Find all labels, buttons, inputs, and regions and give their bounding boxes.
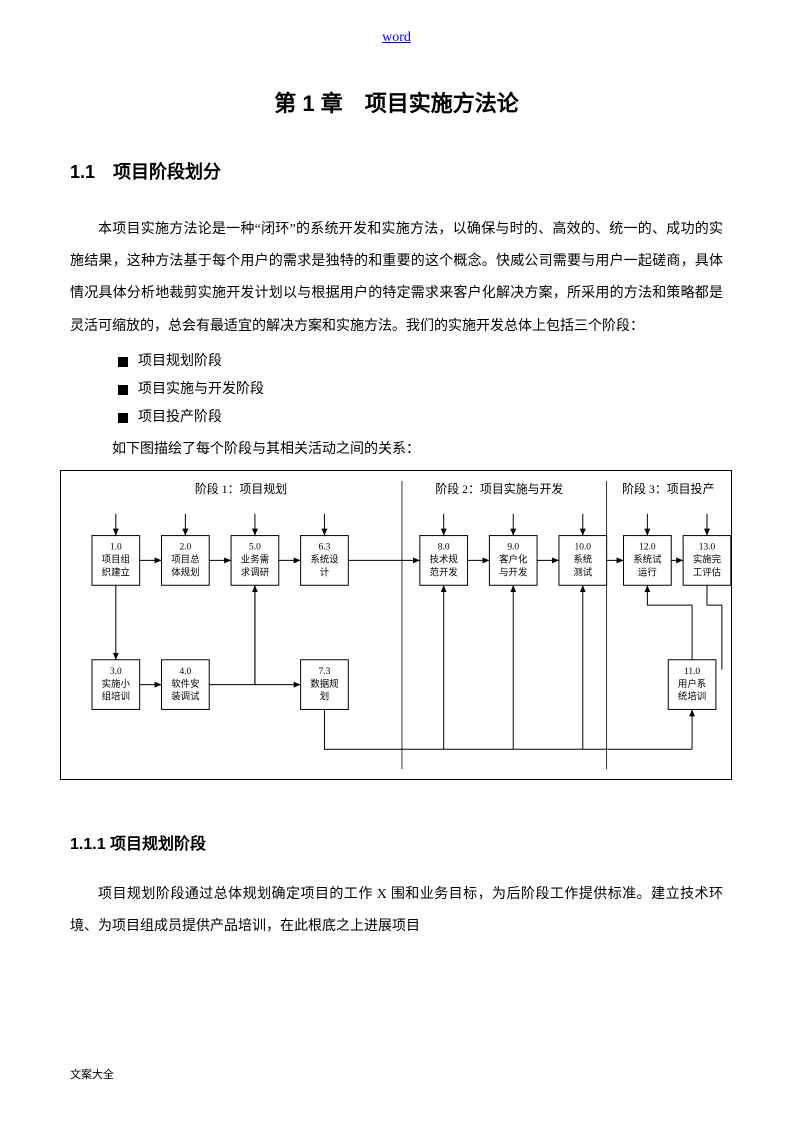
svg-text:11.0: 11.0 bbox=[684, 667, 700, 677]
bullet-item-3: 项目投产阶段 bbox=[118, 404, 723, 432]
chapter-title: 第 1 章 项目实施方法论 bbox=[70, 86, 723, 118]
svg-text:实施小: 实施小 bbox=[102, 678, 131, 690]
svg-text:系统: 系统 bbox=[573, 553, 592, 565]
square-bullet-icon bbox=[118, 357, 128, 367]
svg-text:8.0: 8.0 bbox=[438, 542, 450, 552]
square-bullet-icon bbox=[118, 413, 128, 423]
svg-text:范开发: 范开发 bbox=[430, 566, 459, 578]
svg-text:系统设: 系统设 bbox=[310, 553, 339, 565]
svg-text:6.3: 6.3 bbox=[319, 542, 331, 552]
svg-text:10.0: 10.0 bbox=[575, 542, 592, 552]
svg-text:12.0: 12.0 bbox=[639, 542, 656, 552]
svg-text:技术规: 技术规 bbox=[430, 553, 459, 565]
svg-text:测试: 测试 bbox=[573, 566, 592, 578]
bullet-text: 项目投产阶段 bbox=[138, 404, 222, 432]
square-bullet-icon bbox=[118, 385, 128, 395]
svg-text:9.0: 9.0 bbox=[507, 542, 519, 552]
bullet-item-1: 项目规划阶段 bbox=[118, 348, 723, 376]
svg-text:阶段 3：项目投产: 阶段 3：项目投产 bbox=[622, 482, 714, 496]
svg-text:划: 划 bbox=[320, 690, 329, 702]
footer-text: 文案大全 bbox=[70, 1066, 114, 1082]
svg-text:业务需: 业务需 bbox=[241, 553, 269, 565]
svg-text:5.0: 5.0 bbox=[249, 542, 261, 552]
svg-text:实施完: 实施完 bbox=[693, 553, 721, 565]
svg-text:系统试: 系统试 bbox=[633, 553, 662, 565]
svg-text:工评估: 工评估 bbox=[693, 566, 722, 578]
svg-text:数据规: 数据规 bbox=[310, 678, 339, 690]
svg-text:计: 计 bbox=[320, 566, 330, 578]
svg-text:统培训: 统培训 bbox=[678, 690, 706, 702]
svg-text:求调研: 求调研 bbox=[241, 566, 270, 578]
svg-text:2.0: 2.0 bbox=[179, 542, 191, 552]
bullet-text: 项目规划阶段 bbox=[138, 348, 222, 376]
bullet-text: 项目实施与开发阶段 bbox=[138, 376, 264, 404]
flowchart-caption: 如下图描绘了每个阶段与其相关活动之间的关系： bbox=[112, 436, 723, 464]
svg-text:织建立: 织建立 bbox=[102, 566, 130, 578]
paragraph-2: 项目规划阶段通过总体规划确定项目的工作 X 围和业务目标，为后阶段工作提供标准。… bbox=[70, 879, 723, 943]
section-1-1-1-title: 1.1.1 项目规划阶段 bbox=[70, 830, 723, 854]
svg-text:4.0: 4.0 bbox=[179, 667, 191, 677]
svg-text:7.3: 7.3 bbox=[319, 667, 331, 677]
svg-text:软件安: 软件安 bbox=[171, 678, 199, 690]
svg-text:体规划: 体规划 bbox=[171, 566, 199, 578]
flowchart-container: 阶段 1：项目规划 阶段 2：项目实施与开发 阶段 3：项目投产 1.0项目组织建立 2… bbox=[60, 470, 733, 780]
svg-text:客户化: 客户化 bbox=[499, 553, 528, 565]
section-1-1-title: 1.1 项目阶段划分 bbox=[70, 158, 723, 184]
header-link[interactable]: word bbox=[70, 30, 723, 46]
svg-text:1.0: 1.0 bbox=[110, 542, 122, 552]
svg-text:阶段 2：项目实施与开发: 阶段 2：项目实施与开发 bbox=[435, 482, 563, 496]
svg-text:阶段 1：项目规划: 阶段 1：项目规划 bbox=[195, 482, 287, 496]
svg-text:项目总: 项目总 bbox=[171, 553, 200, 565]
svg-text:3.0: 3.0 bbox=[110, 667, 122, 677]
svg-text:装调试: 装调试 bbox=[171, 690, 200, 702]
svg-text:用户系: 用户系 bbox=[678, 678, 706, 690]
svg-text:13.0: 13.0 bbox=[699, 542, 716, 552]
bullet-item-2: 项目实施与开发阶段 bbox=[118, 376, 723, 404]
flowchart-diagram: 阶段 1：项目规划 阶段 2：项目实施与开发 阶段 3：项目投产 1.0项目组织建立 2… bbox=[60, 470, 732, 780]
svg-text:组培训: 组培训 bbox=[102, 690, 130, 702]
svg-text:运行: 运行 bbox=[638, 566, 657, 578]
paragraph-1: 本项目实施方法论是一种“闭环”的系统开发和实施方法，以确保与时的、高效的、统一的… bbox=[70, 214, 723, 343]
svg-text:项目组: 项目组 bbox=[102, 553, 131, 565]
svg-text:与开发: 与开发 bbox=[499, 566, 528, 578]
bullet-list: 项目规划阶段 项目实施与开发阶段 项目投产阶段 bbox=[118, 348, 723, 432]
